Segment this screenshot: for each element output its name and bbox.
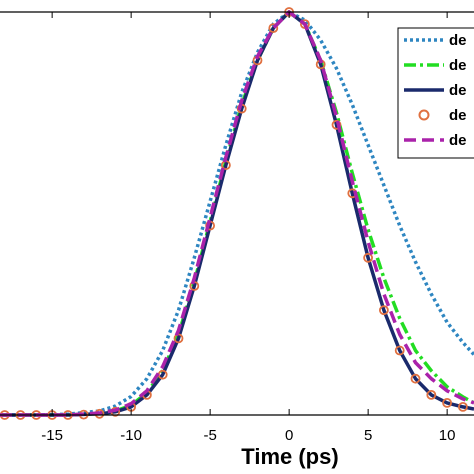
x-tick-label: 5 (364, 427, 372, 444)
series-4-point (410, 373, 421, 384)
legend-label: de (449, 32, 467, 49)
legend-entry: de (404, 57, 467, 74)
x-axis: -15 -10 -5 0 5 10 (41, 12, 455, 444)
legend-marker (418, 109, 430, 121)
legend-entry: de (404, 132, 467, 149)
series-4-point (394, 345, 405, 356)
x-tick-label: 10 (439, 427, 456, 444)
series-3-line (0, 10, 474, 417)
series-4-point (442, 397, 453, 408)
legend-label: de (449, 82, 467, 99)
x-tick-label: 0 (285, 427, 293, 444)
x-tick-label: -5 (203, 427, 216, 444)
series-4-point (426, 389, 437, 400)
legend-label: de (449, 57, 467, 74)
legend-label: de (449, 132, 467, 149)
series-layer (0, 7, 474, 420)
series-4-point (363, 252, 374, 263)
series-4-point (331, 119, 342, 130)
legend-box (397, 27, 474, 159)
legend: de de de de de (397, 27, 474, 159)
series-4-point (268, 23, 279, 34)
legend-label: de (449, 107, 467, 124)
legend-entry: de (404, 82, 467, 99)
x-tick-label: -10 (120, 427, 142, 444)
x-tick-label: -15 (41, 427, 63, 444)
series-4-point (378, 305, 389, 316)
legend-entry: de (404, 32, 467, 49)
series-5-line (0, 10, 474, 417)
series-4-point (457, 401, 468, 412)
x-axis-label: Time (ps) (241, 444, 338, 469)
legend-entry: de (418, 107, 467, 124)
